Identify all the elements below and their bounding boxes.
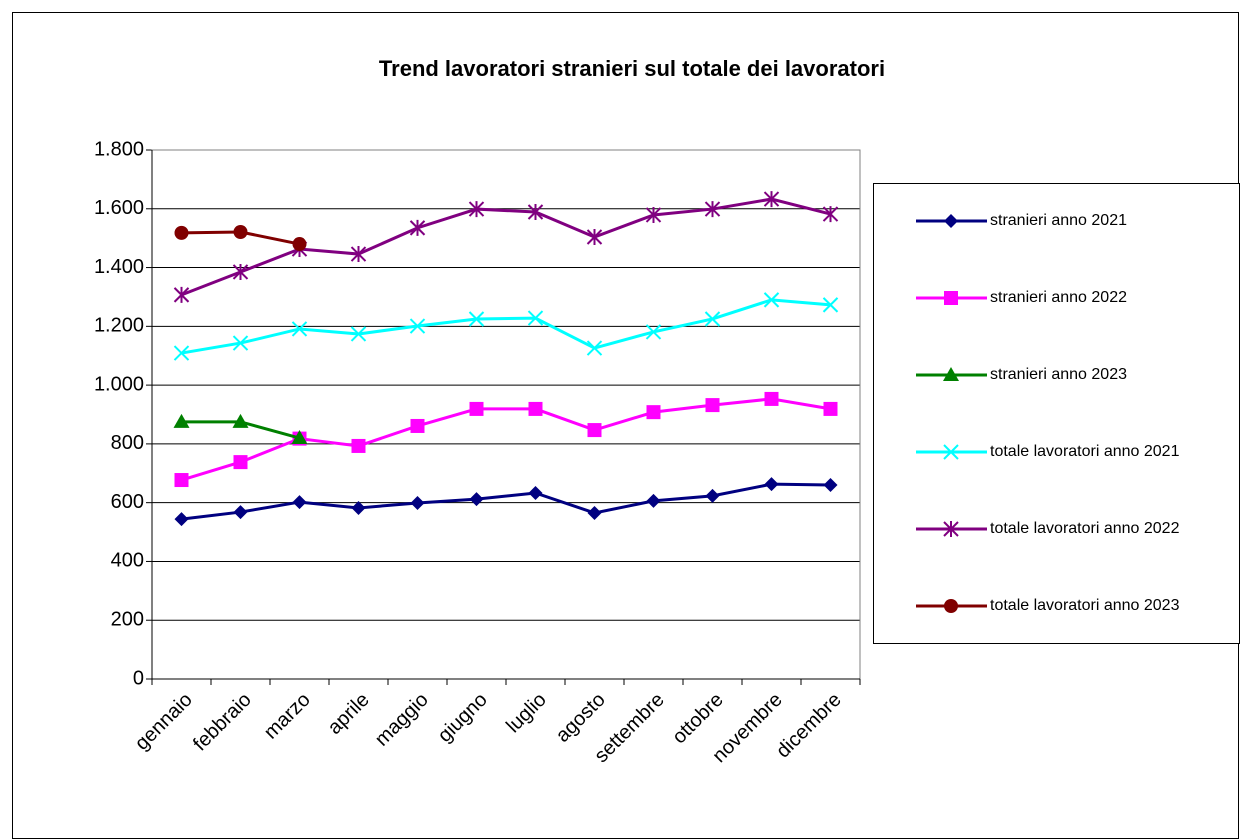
legend-label: totale lavoratori anno 2021 bbox=[990, 443, 1180, 460]
data-point bbox=[764, 477, 779, 492]
data-point bbox=[469, 401, 484, 416]
legend-marker bbox=[944, 214, 958, 228]
data-point bbox=[173, 286, 190, 303]
data-point bbox=[233, 455, 248, 470]
data-point bbox=[587, 423, 602, 438]
y-tick-label: 1.200 bbox=[94, 315, 144, 337]
legend-marker bbox=[944, 291, 958, 305]
data-point bbox=[291, 321, 308, 337]
legend-label: totale lavoratori anno 2022 bbox=[990, 520, 1180, 537]
legend-label: stranieri anno 2021 bbox=[990, 212, 1127, 229]
y-tick-label: 1.800 bbox=[94, 138, 144, 160]
legend-box bbox=[873, 183, 1240, 644]
data-point bbox=[586, 340, 603, 356]
data-point bbox=[291, 430, 308, 445]
data-point bbox=[528, 401, 543, 416]
y-tick-label: 1.400 bbox=[94, 256, 144, 278]
y-tick-label: 200 bbox=[111, 609, 144, 631]
legend-label: totale lavoratori anno 2023 bbox=[990, 597, 1180, 614]
legend-marker bbox=[944, 599, 958, 613]
data-point bbox=[645, 324, 662, 340]
data-point bbox=[174, 225, 189, 240]
data-point bbox=[823, 401, 838, 416]
legend-marker bbox=[943, 367, 959, 381]
data-point bbox=[527, 204, 544, 221]
data-point bbox=[410, 495, 425, 510]
data-point bbox=[469, 492, 484, 507]
series-line bbox=[181, 482, 831, 521]
series-line bbox=[181, 397, 831, 482]
data-point bbox=[704, 201, 721, 218]
data-point bbox=[468, 201, 485, 218]
data-point bbox=[410, 418, 425, 433]
data-point bbox=[351, 438, 366, 453]
series-line bbox=[181, 298, 831, 355]
data-point bbox=[173, 345, 190, 361]
data-point bbox=[704, 311, 721, 327]
data-point bbox=[409, 219, 426, 236]
y-tick-label: 1.000 bbox=[94, 373, 144, 395]
legend-label: stranieri anno 2023 bbox=[990, 366, 1127, 383]
data-point bbox=[232, 263, 249, 280]
data-point bbox=[232, 413, 249, 428]
data-point bbox=[528, 485, 543, 500]
y-tick-label: 400 bbox=[111, 550, 144, 572]
y-tick-label: 800 bbox=[111, 432, 144, 454]
data-point bbox=[705, 488, 720, 503]
data-point bbox=[645, 206, 662, 223]
data-point bbox=[763, 191, 780, 208]
data-point bbox=[174, 473, 189, 488]
data-point bbox=[764, 391, 779, 406]
data-point bbox=[409, 318, 426, 334]
legend-marker bbox=[943, 521, 959, 537]
data-point bbox=[350, 326, 367, 342]
data-point bbox=[822, 206, 839, 223]
data-point bbox=[468, 311, 485, 327]
y-tick-label: 1.600 bbox=[94, 197, 144, 219]
data-point bbox=[822, 297, 839, 313]
data-point bbox=[646, 493, 661, 508]
legend-marker bbox=[943, 444, 959, 460]
data-point bbox=[174, 512, 189, 527]
data-point bbox=[232, 335, 249, 351]
series-line bbox=[180, 197, 831, 297]
data-point bbox=[527, 310, 544, 326]
data-point bbox=[705, 398, 720, 413]
data-point bbox=[763, 292, 780, 308]
data-point bbox=[823, 478, 838, 493]
legend-label: stranieri anno 2022 bbox=[990, 289, 1127, 306]
data-point bbox=[586, 228, 603, 245]
y-tick-label: 0 bbox=[133, 667, 144, 689]
data-point bbox=[350, 246, 367, 263]
data-point bbox=[233, 224, 248, 239]
data-point bbox=[587, 505, 602, 520]
data-point bbox=[292, 237, 307, 252]
data-point bbox=[292, 495, 307, 510]
data-point bbox=[646, 405, 661, 420]
y-tick-label: 600 bbox=[111, 491, 144, 513]
data-point bbox=[173, 413, 190, 428]
data-point bbox=[351, 500, 366, 515]
chart-title: Trend lavoratori stranieri sul totale de… bbox=[379, 56, 885, 81]
data-point bbox=[233, 505, 248, 520]
